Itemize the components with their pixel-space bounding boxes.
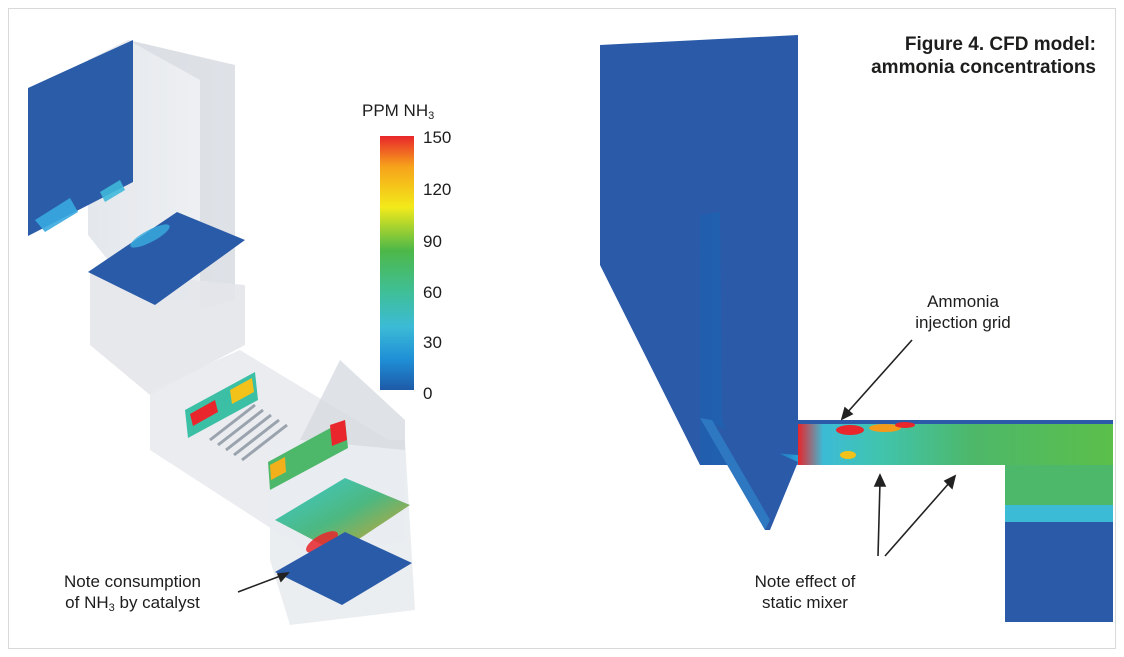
reactor-edge: [300, 360, 405, 450]
legend-tick-60: 60: [423, 283, 442, 302]
mixer-line2: static mixer: [762, 593, 848, 612]
inlet-plane-red: [330, 420, 347, 446]
left-annotation: Note consumption of NH3 by catalyst: [30, 571, 235, 619]
static-mixer-vanes: [209, 403, 288, 462]
inlet-plane-yellow: [270, 457, 286, 480]
left-annotation-arrow: [237, 572, 290, 593]
injection-annotation: Ammonia injection grid: [888, 291, 1038, 333]
legend-colorbar: [380, 136, 414, 390]
shaft-body: [700, 200, 798, 465]
upper-plane-plot: [88, 212, 245, 305]
legend-title-prefix: PPM NH: [362, 101, 429, 120]
rear-panel-plot: [28, 40, 133, 236]
figure-title: Figure 4. CFD model: ammonia concentrati…: [871, 33, 1096, 79]
hopper-section: [90, 270, 245, 395]
legend-title: PPM NH3: [362, 100, 434, 127]
mixer-arrows: [873, 473, 957, 557]
outlet-shaft-glow: [1005, 505, 1113, 525]
injection-line1: Ammonia: [927, 292, 999, 311]
legend-title-sub: 3: [428, 110, 435, 122]
catalyst-hotspot: [306, 531, 338, 553]
catalyst-outlet-plane: [275, 532, 412, 605]
left-annotation-suffix: by catalyst: [114, 593, 200, 612]
figure-frame: [8, 8, 1116, 649]
legend-tick-150: 150: [423, 128, 452, 147]
legend-tick-120: 120: [423, 180, 452, 199]
legend-tick-30: 30: [423, 333, 442, 352]
figure-title-line2: ammonia concentrations: [871, 57, 1096, 78]
duct-plane-red: [190, 400, 218, 426]
injection-hotspot-3: [895, 422, 915, 428]
left-annotation-prefix: of NH: [65, 593, 109, 612]
rear-panel-hotspot: [35, 198, 78, 232]
injection-hotspot-2: [869, 424, 901, 432]
catalyst-inlet-plane: [275, 478, 410, 553]
injection-hotspot-1: [836, 425, 864, 435]
duct-plane-yellow: [230, 378, 254, 404]
rear-panel-hotspot-2: [100, 180, 125, 202]
hopper-edge: [700, 418, 770, 530]
figure-title-line1: Figure 4. CFD model:: [904, 34, 1096, 55]
duct-top-wall: [798, 420, 1113, 424]
inlet-plane-plot: [268, 420, 348, 490]
left-annotation-line1: Note consumption: [63, 572, 202, 591]
injection-line2: injection grid: [915, 313, 1011, 332]
mixer-annotation: Note effect of static mixer: [730, 571, 880, 613]
shaft-inner-glow: [700, 212, 798, 465]
left-annotation-sub: 3: [108, 602, 115, 614]
injection-arrow: [840, 339, 913, 421]
injection-hotspot-4: [840, 451, 856, 459]
right-cfd-slice: [600, 35, 1113, 622]
upper-plane-hotspot: [130, 224, 170, 248]
outlet-shaft: [1005, 522, 1113, 622]
left-annotation-line2: of NH3 by catalyst: [30, 592, 235, 619]
mixer-line1: Note effect of: [754, 572, 856, 591]
legend-tick-0: 0: [423, 384, 433, 403]
left-3d-model: [28, 40, 415, 625]
legend-tick-90: 90: [423, 232, 442, 251]
